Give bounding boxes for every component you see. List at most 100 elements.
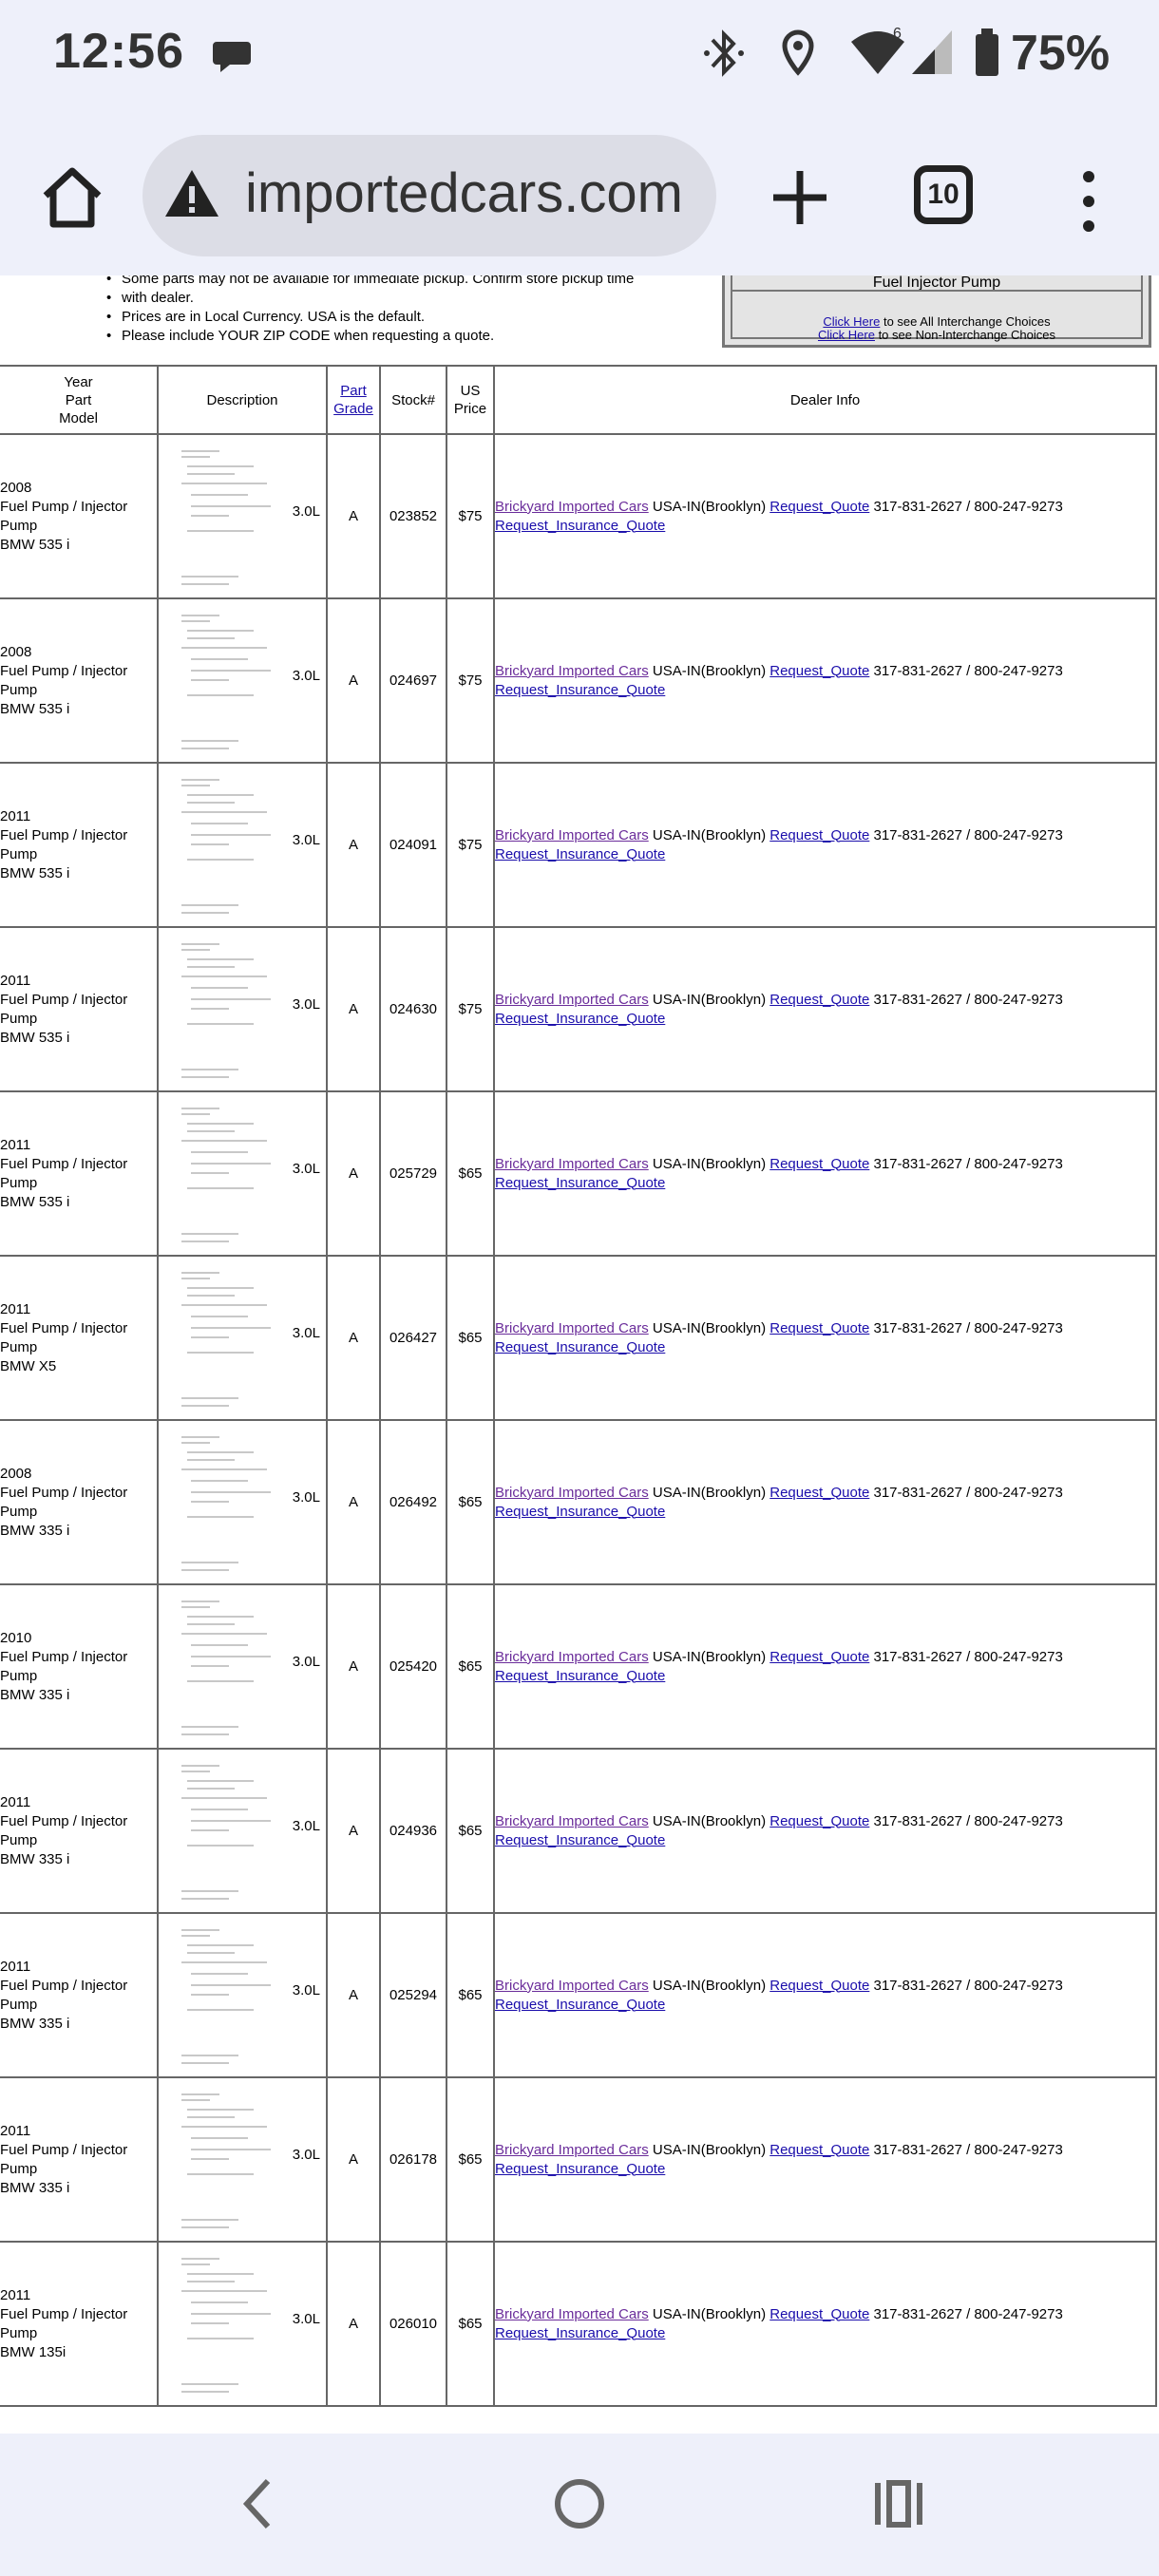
home-circle-icon[interactable] [551, 2475, 608, 2537]
url-text[interactable]: importedcars.com [245, 162, 683, 224]
part-thumbnail[interactable] [168, 771, 284, 919]
request-quote-link[interactable]: Request_Quote [770, 662, 870, 679]
warning-triangle-icon[interactable] [163, 167, 220, 225]
dealer-phone: 317-831-2627 / 800-247-9273 [869, 991, 1063, 1008]
battery-percent: 75% [1011, 26, 1111, 81]
dealer-location: USA-IN(Brooklyn) [648, 1484, 770, 1501]
parts-table: Year Part Model Description Part Grade S… [0, 365, 1157, 2407]
dealer-link[interactable]: Brickyard Imported Cars [495, 1484, 649, 1501]
part-thumbnail[interactable] [168, 1757, 284, 1904]
part-thumbnail[interactable] [168, 1922, 284, 2069]
all-interchange-link[interactable]: Click Here [823, 314, 881, 329]
description-cell: 3.0L [157, 2241, 328, 2407]
part-name: Fuel Pump / Injector [0, 1812, 128, 1829]
header-part-grade[interactable]: Part Grade [326, 365, 381, 435]
description-cell: 3.0L [157, 1255, 328, 1421]
dealer-link[interactable]: Brickyard Imported Cars [495, 1812, 649, 1829]
insurance-quote-link[interactable]: Request_Insurance_Quote [495, 1174, 666, 1191]
request-quote-link[interactable]: Request_Quote [770, 2141, 870, 2158]
request-quote-link[interactable]: Request_Quote [770, 1155, 870, 1172]
address-bar[interactable]: importedcars.com [142, 135, 716, 256]
part-name: Fuel Pump / Injector [0, 498, 128, 515]
dealer-link[interactable]: Brickyard Imported Cars [495, 1319, 649, 1336]
back-icon[interactable] [238, 2475, 276, 2537]
dealer-cell: Brickyard Imported Cars USA-IN(Brooklyn)… [493, 2076, 1157, 2243]
request-quote-link[interactable]: Request_Quote [770, 1484, 870, 1501]
request-quote-link[interactable]: Request_Quote [770, 1648, 870, 1665]
stock-cell: 025420 [379, 1583, 447, 1750]
request-quote-link[interactable]: Request_Quote [770, 826, 870, 843]
dealer-cell: Brickyard Imported Cars USA-IN(Brooklyn)… [493, 926, 1157, 1092]
dealer-link[interactable]: Brickyard Imported Cars [495, 662, 649, 679]
part-thumbnail[interactable] [168, 1593, 284, 1740]
insurance-quote-link[interactable]: Request_Insurance_Quote [495, 1996, 666, 2013]
recents-icon[interactable] [872, 2475, 925, 2537]
request-quote-link[interactable]: Request_Quote [770, 498, 870, 515]
insurance-quote-link[interactable]: Request_Insurance_Quote [495, 1010, 666, 1027]
dealer-link[interactable]: Brickyard Imported Cars [495, 2141, 649, 2158]
dealer-link[interactable]: Brickyard Imported Cars [495, 498, 649, 515]
wifi-badge: 6 [893, 26, 902, 42]
part-thumbnail[interactable] [168, 1100, 284, 1247]
model-cell: 2011 Fuel Pump / Injector Pump BMW X5 [0, 1255, 159, 1421]
all-interchange-text: to see All Interchange Choices [880, 314, 1051, 329]
part-thumbnail[interactable] [168, 443, 284, 590]
dealer-cell: Brickyard Imported Cars USA-IN(Brooklyn)… [493, 2241, 1157, 2407]
request-quote-link[interactable]: Request_Quote [770, 991, 870, 1008]
new-tab-button[interactable] [760, 158, 840, 237]
dealer-phone: 317-831-2627 / 800-247-9273 [869, 1319, 1063, 1336]
part-thumbnail[interactable] [168, 607, 284, 754]
insurance-quote-link[interactable]: Request_Insurance_Quote [495, 1503, 666, 1520]
insurance-quote-link[interactable]: Request_Insurance_Quote [495, 1667, 666, 1684]
model-cell: 2011 Fuel Pump / Injector Pump BMW 135i [0, 2241, 159, 2407]
insurance-quote-link[interactable]: Request_Insurance_Quote [495, 1338, 666, 1355]
insurance-quote-link[interactable]: Request_Insurance_Quote [495, 681, 666, 698]
model-cell: 2011 Fuel Pump / Injector Pump BMW 335 i [0, 2076, 159, 2243]
request-quote-link[interactable]: Request_Quote [770, 1319, 870, 1336]
grade-cell: A [326, 597, 381, 764]
part-thumbnail[interactable] [168, 936, 284, 1083]
part-grade-link-2[interactable]: Grade [333, 401, 373, 417]
part-year: 2011 [0, 1136, 31, 1153]
insurance-quote-link[interactable]: Request_Insurance_Quote [495, 517, 666, 534]
insurance-quote-link[interactable]: Request_Insurance_Quote [495, 2324, 666, 2341]
insurance-quote-link[interactable]: Request_Insurance_Quote [495, 2160, 666, 2177]
description-cell: 3.0L [157, 433, 328, 599]
part-grade-link-1[interactable]: Part [340, 383, 367, 399]
request-quote-link[interactable]: Request_Quote [770, 2305, 870, 2322]
header-stock: Stock# [379, 365, 447, 435]
part-thumbnail[interactable] [168, 2250, 284, 2397]
system-nav-bar [0, 2434, 1159, 2576]
non-interchange-link[interactable]: Click Here [817, 328, 875, 342]
model-cell: 2011 Fuel Pump / Injector Pump BMW 535 i [0, 1090, 159, 1257]
dealer-link[interactable]: Brickyard Imported Cars [495, 2305, 649, 2322]
dealer-link[interactable]: Brickyard Imported Cars [495, 1977, 649, 1994]
dealer-link[interactable]: Brickyard Imported Cars [495, 991, 649, 1008]
part-thumbnail[interactable] [168, 2086, 284, 2233]
model-cell: 2011 Fuel Pump / Injector Pump BMW 535 i [0, 762, 159, 928]
engine-size: 3.0L [292, 2311, 320, 2327]
stock-cell: 023852 [379, 433, 447, 599]
insurance-quote-link[interactable]: Request_Insurance_Quote [495, 1831, 666, 1848]
vehicle-model: BMW X5 [0, 1357, 57, 1374]
tab-switcher-button[interactable]: 10 [914, 165, 973, 224]
overflow-menu-button[interactable] [1070, 163, 1108, 239]
insurance-quote-link[interactable]: Request_Insurance_Quote [495, 845, 666, 862]
description-cell: 3.0L [157, 1419, 328, 1585]
home-button[interactable] [38, 163, 106, 232]
browser-toolbar: importedcars.com 10 [0, 106, 1159, 275]
part-name-cont: Pump [0, 681, 38, 698]
model-cell: 2011 Fuel Pump / Injector Pump BMW 335 i [0, 1912, 159, 2078]
part-thumbnail[interactable] [168, 1264, 284, 1411]
dealer-link[interactable]: Brickyard Imported Cars [495, 1155, 649, 1172]
dealer-link[interactable]: Brickyard Imported Cars [495, 826, 649, 843]
part-thumbnail[interactable] [168, 1429, 284, 1576]
price-cell: $65 [446, 1419, 495, 1585]
stock-cell: 024091 [379, 762, 447, 928]
engine-size: 3.0L [292, 2147, 320, 2163]
vehicle-model: BMW 135i [0, 2343, 66, 2360]
web-page[interactable]: Some parts may not be available for imme… [0, 275, 1159, 2434]
request-quote-link[interactable]: Request_Quote [770, 1812, 870, 1829]
request-quote-link[interactable]: Request_Quote [770, 1977, 870, 1994]
dealer-link[interactable]: Brickyard Imported Cars [495, 1648, 649, 1665]
